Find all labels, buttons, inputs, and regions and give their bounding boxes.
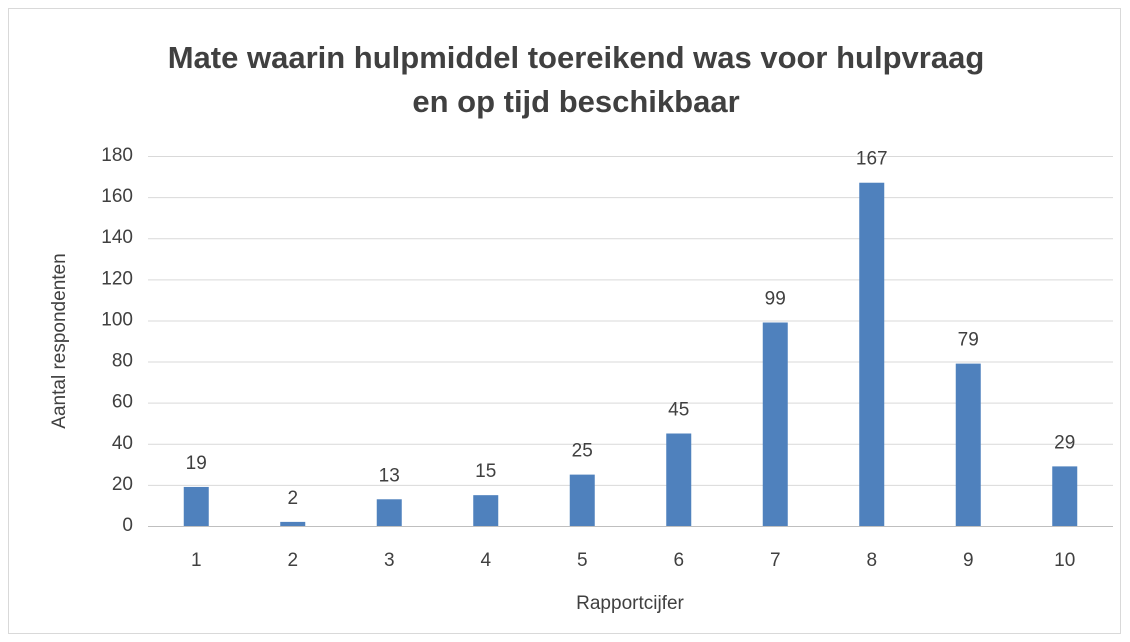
bar (955, 363, 981, 526)
y-tick-label: 80 (112, 351, 133, 372)
bar (280, 521, 306, 526)
x-tick-label: 6 (673, 550, 684, 571)
data-label: 99 (765, 289, 786, 310)
y-axis-label: Aantal respondenten (49, 253, 70, 428)
x-tick-label: 7 (770, 550, 781, 571)
data-label: 167 (856, 149, 888, 170)
x-axis-label: Rapportcijfer (576, 593, 684, 614)
bar (859, 182, 885, 526)
y-tick-label: 140 (101, 227, 133, 248)
data-label: 25 (572, 441, 593, 462)
x-tick-label: 5 (577, 550, 588, 571)
x-tick-label: 2 (287, 550, 298, 571)
bar (1052, 466, 1078, 526)
chart-title: Mate waarin hulpmiddel toereikend was vo… (168, 40, 985, 75)
data-label: 29 (1054, 432, 1075, 453)
x-tick-label: 8 (866, 550, 877, 571)
data-label: 45 (668, 400, 689, 421)
bar (376, 499, 402, 526)
x-tick-label: 3 (384, 550, 395, 571)
data-label: 13 (379, 465, 400, 486)
data-label: 79 (958, 330, 979, 351)
data-label: 2 (287, 488, 298, 509)
y-tick-label: 180 (101, 145, 133, 166)
bar (569, 474, 595, 526)
y-tick-label: 0 (122, 515, 133, 536)
y-tick-label: 100 (101, 309, 133, 330)
y-tick-label: 60 (112, 392, 133, 413)
data-label: 15 (475, 461, 496, 482)
bar (473, 495, 499, 526)
chart-title: en op tijd beschikbaar (412, 84, 739, 119)
data-label: 19 (186, 453, 207, 474)
x-tick-label: 10 (1054, 550, 1075, 571)
y-tick-label: 120 (101, 268, 133, 289)
y-tick-label: 40 (112, 433, 133, 454)
x-tick-label: 1 (191, 550, 202, 571)
bar (666, 433, 692, 526)
x-tick-label: 4 (480, 550, 491, 571)
x-tick-label: 9 (963, 550, 974, 571)
y-tick-label: 20 (112, 474, 133, 495)
y-tick-label: 160 (101, 186, 133, 207)
bar (762, 322, 788, 526)
bar (183, 486, 209, 526)
